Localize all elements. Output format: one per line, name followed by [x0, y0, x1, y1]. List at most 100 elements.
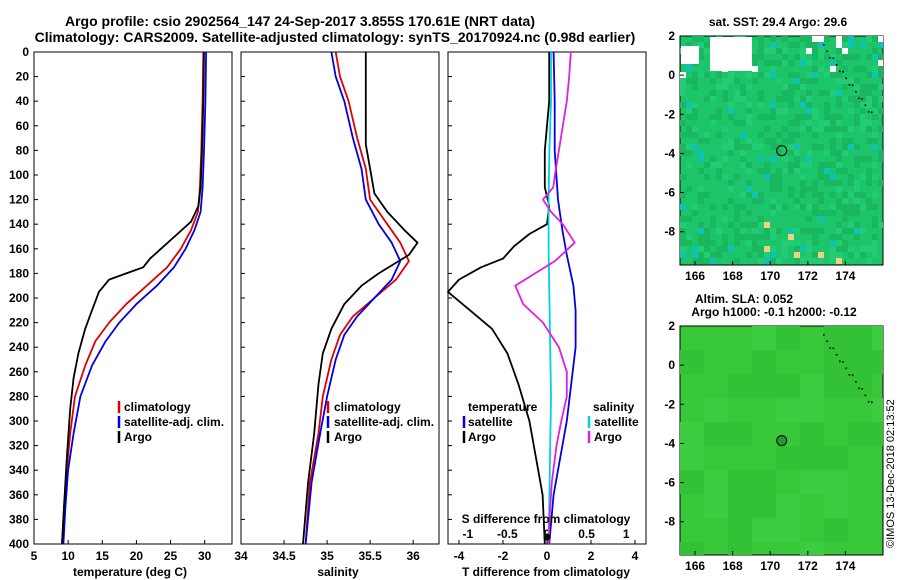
map-cell	[698, 54, 704, 60]
island-dot	[829, 347, 831, 349]
map-cell	[752, 78, 758, 84]
series-satellite-adj-clim-	[62, 51, 207, 545]
map-cell	[806, 72, 812, 78]
map-x-tick-label: 172	[798, 559, 818, 573]
map-cell	[752, 240, 758, 246]
map-cell	[764, 168, 770, 174]
map-cell	[722, 156, 728, 162]
map-cell	[848, 96, 854, 102]
map-cell	[770, 114, 776, 120]
map-cell	[848, 54, 854, 60]
map-cell	[860, 252, 866, 258]
map-cell	[854, 192, 860, 198]
legend-sat: satellite-adj. clim.	[124, 415, 224, 429]
map-cell	[830, 192, 836, 198]
map-cell	[878, 42, 883, 48]
map-cell	[800, 102, 806, 108]
map-cell	[788, 84, 794, 90]
map-cell	[836, 240, 842, 246]
map-cell	[740, 96, 746, 102]
map-cell	[764, 222, 770, 228]
map-cell	[758, 168, 764, 174]
map-cell	[722, 246, 728, 252]
map-cell	[722, 174, 728, 180]
map-cell	[878, 126, 883, 132]
map-cell	[764, 126, 770, 132]
map-cell	[806, 114, 812, 120]
map-cell	[842, 54, 848, 60]
map-cell	[716, 252, 722, 258]
map-cell	[746, 234, 752, 240]
map-y-tick-label: -2	[664, 397, 675, 411]
map-cell	[794, 132, 800, 138]
map-cell	[752, 374, 776, 398]
depth-tick-label: 100	[9, 168, 29, 182]
map-cell	[800, 374, 824, 398]
map-cell	[866, 204, 872, 210]
map-cell	[812, 114, 818, 120]
map-cell	[704, 48, 710, 54]
map-cell	[746, 180, 752, 186]
map-cell	[836, 36, 842, 42]
map-cell	[716, 132, 722, 138]
map-cell	[692, 84, 698, 90]
map-cell	[848, 192, 854, 198]
map-cell	[860, 192, 866, 198]
map-cell	[740, 132, 746, 138]
map-cell	[710, 78, 716, 84]
map-cell	[830, 150, 836, 156]
map-cell	[878, 60, 883, 66]
map-cell	[794, 258, 800, 264]
map-cell	[788, 90, 794, 96]
map-cell	[812, 240, 818, 246]
map-cell	[746, 186, 752, 192]
map-cell	[866, 138, 872, 144]
map-y-tick-label: 2	[668, 29, 675, 43]
map-cell	[842, 78, 848, 84]
map-cell	[836, 60, 842, 66]
map-cell	[854, 222, 860, 228]
map-cell	[776, 108, 782, 114]
map-cell	[686, 114, 692, 120]
island-dot	[871, 401, 873, 404]
map-cell	[842, 204, 848, 210]
map-cell	[818, 48, 824, 54]
map-cell	[758, 222, 764, 228]
map-cell	[698, 258, 704, 264]
map-cell	[818, 168, 824, 174]
map-cell	[836, 186, 842, 192]
map-cell	[794, 72, 800, 78]
map-cell	[728, 144, 734, 150]
map-cell	[818, 54, 824, 60]
island-dot	[832, 57, 835, 60]
map-cell	[848, 126, 854, 132]
map-cell	[764, 162, 770, 168]
map-cell	[758, 216, 764, 222]
map-cell	[770, 228, 776, 234]
island-dot	[848, 374, 851, 376]
map-cell	[836, 204, 842, 210]
map-cell	[860, 84, 866, 90]
x-tick-label: 5	[31, 549, 38, 563]
map-cell	[872, 252, 878, 258]
map-cell	[692, 114, 698, 120]
map-cell	[860, 156, 866, 162]
map-cell	[698, 168, 704, 174]
map-cell	[854, 114, 860, 120]
map-cell	[824, 326, 848, 350]
legend-argo: Argo	[334, 430, 362, 444]
map-cell	[830, 120, 836, 126]
map-cell	[734, 258, 740, 264]
map-cell	[710, 258, 716, 264]
island-dot	[842, 71, 844, 73]
map-cell	[728, 186, 734, 192]
map-cell	[764, 138, 770, 144]
map-cell	[818, 120, 824, 126]
map-cell	[710, 156, 716, 162]
map-cell	[704, 470, 728, 494]
map-cell	[818, 252, 824, 258]
map-y-tick-label: -4	[664, 436, 675, 450]
map-cell	[680, 252, 686, 258]
map-cell	[752, 60, 758, 66]
